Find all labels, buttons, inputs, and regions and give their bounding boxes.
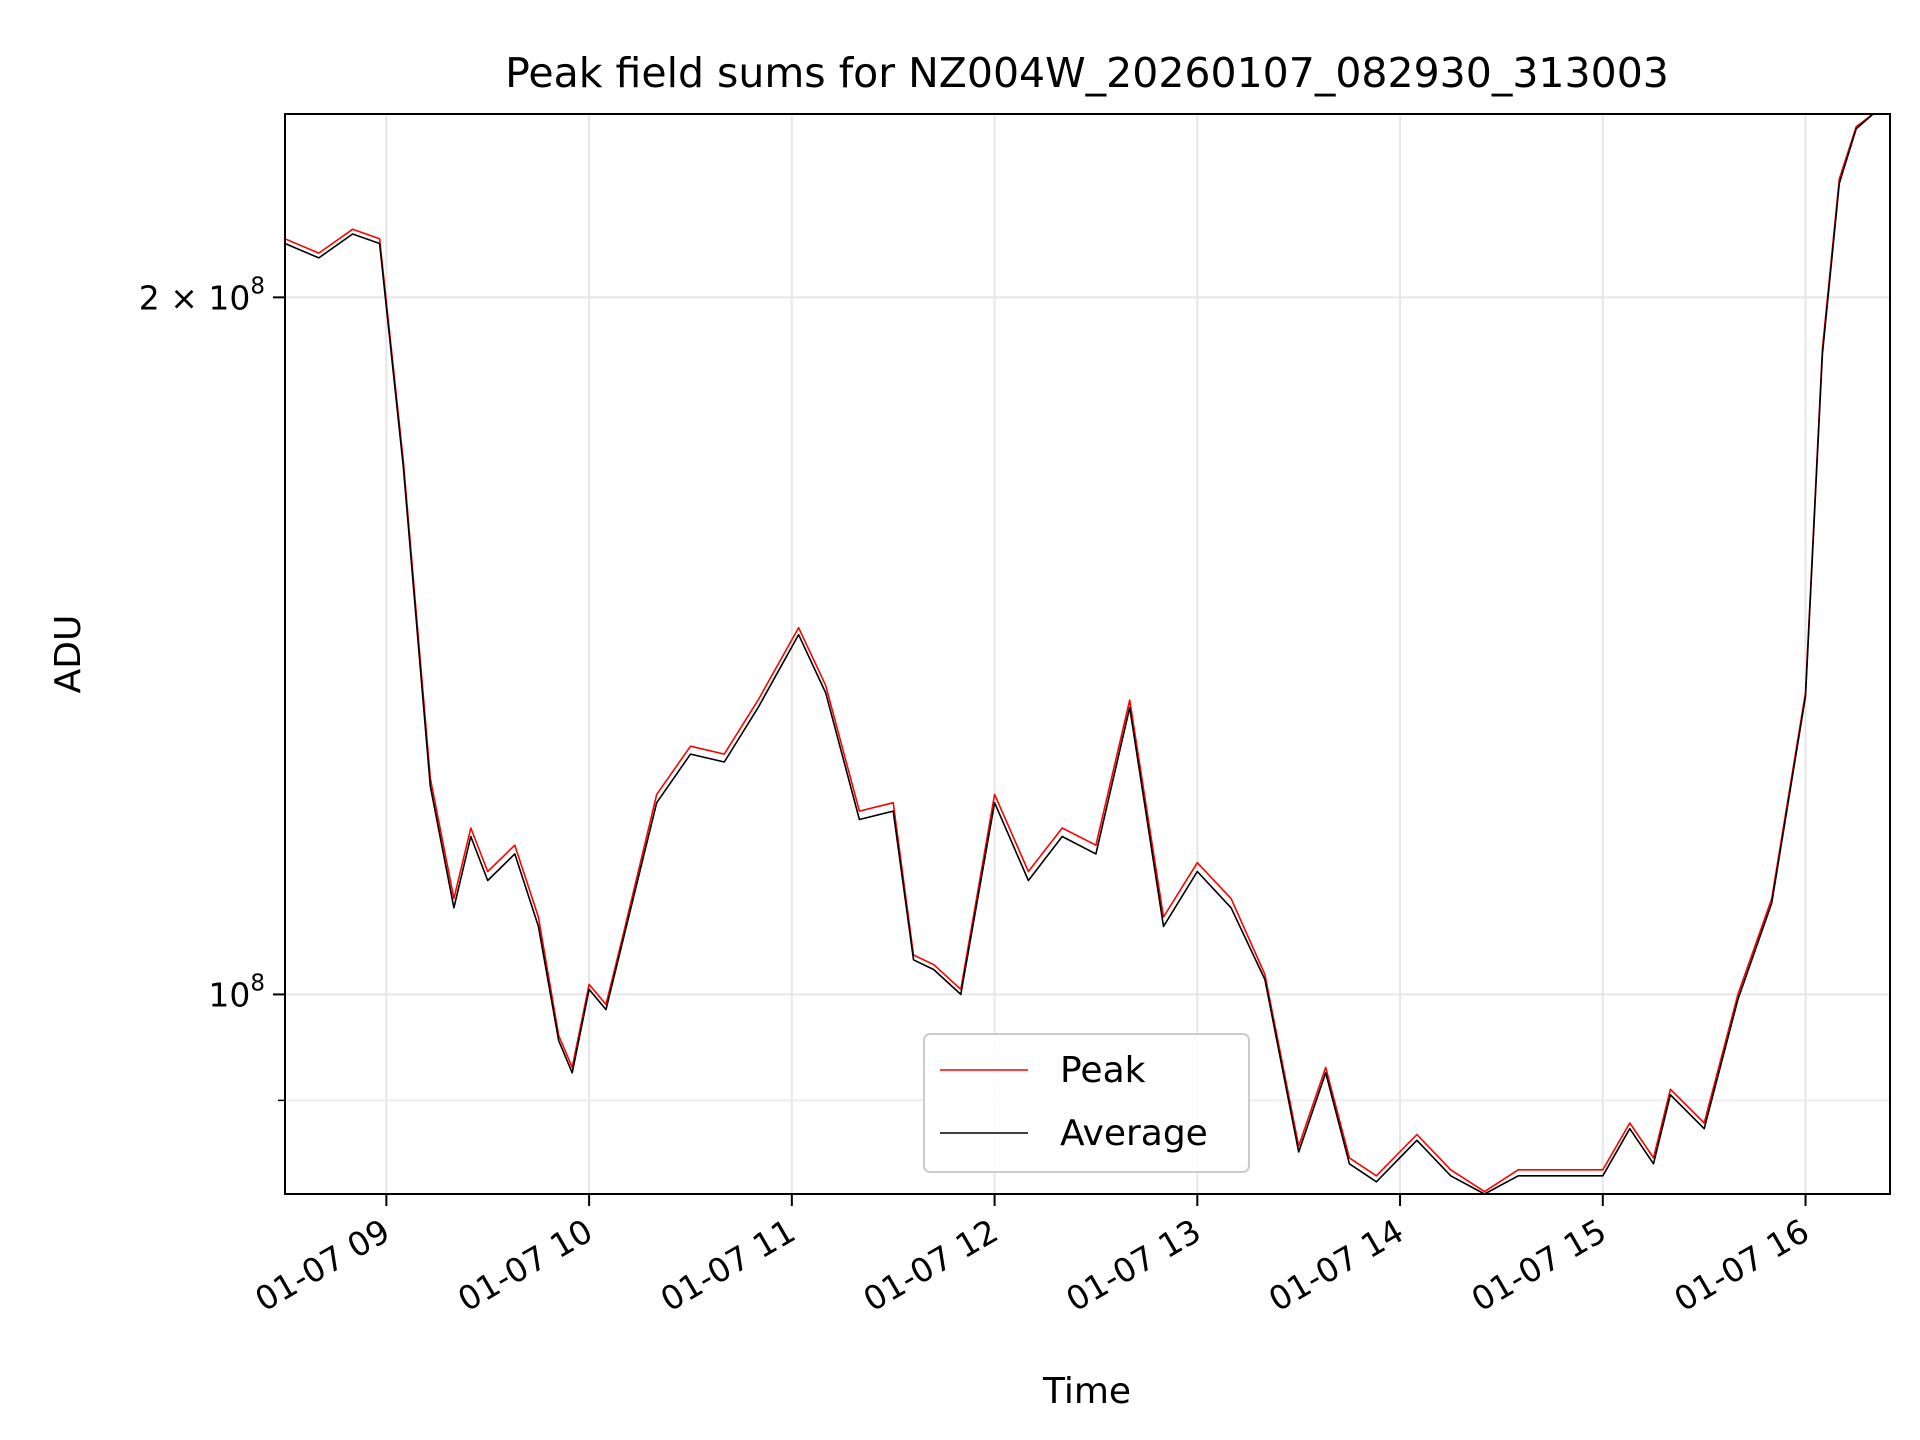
legend-label-average: Average <box>1060 1113 1208 1154</box>
legend-label-peak: Peak <box>1060 1050 1146 1091</box>
series-line-average <box>284 113 1890 1195</box>
chart-title: Peak field sums for NZ004W_20260107_0829… <box>505 49 1669 97</box>
y-tick-label-1: 2 × 108 <box>139 273 265 317</box>
legend-box <box>923 1033 1250 1173</box>
x-axis-label: Time <box>1042 1371 1131 1412</box>
y-axis: 108 2 × 108 <box>139 273 285 1102</box>
legend: Peak Average <box>923 1033 1250 1173</box>
y-axis-label: ADU <box>48 615 89 694</box>
plot-frame <box>284 113 1891 1195</box>
series-line-peak <box>284 113 1890 1193</box>
y-tick-label-0: 108 <box>208 970 265 1014</box>
series-layer <box>284 113 1890 1195</box>
grid <box>285 114 1890 1194</box>
